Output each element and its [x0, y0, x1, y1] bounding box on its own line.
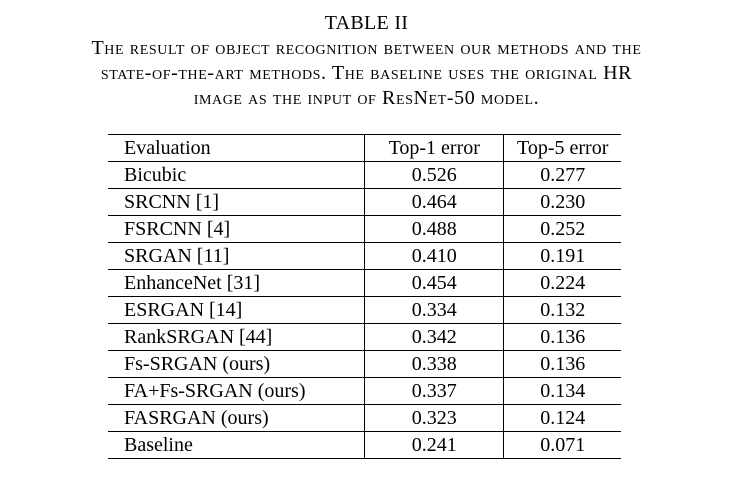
table-row: Baseline 0.241 0.071 — [108, 431, 621, 459]
method-cell: SRGAN [11] — [108, 242, 365, 270]
top1-cell: 0.454 — [364, 269, 504, 297]
top5-cell: 0.224 — [503, 269, 621, 297]
table-row: Fs-SRGAN (ours) 0.338 0.136 — [108, 350, 621, 378]
caption-line-1: The result of object recognition between… — [91, 37, 642, 59]
top1-cell: 0.338 — [364, 350, 504, 378]
top1-cell: 0.342 — [364, 323, 504, 351]
top5-cell: 0.252 — [503, 215, 621, 243]
table-row: ESRGAN [14] 0.334 0.132 — [108, 296, 621, 324]
method-cell: Bicubic — [108, 161, 365, 189]
top1-cell: 0.334 — [364, 296, 504, 324]
top1-cell: 0.337 — [364, 377, 504, 405]
table-row: FASRGAN (ours) 0.323 0.124 — [108, 404, 621, 432]
method-cell: RankSRGAN [44] — [108, 323, 365, 351]
top5-cell: 0.136 — [503, 350, 621, 378]
header-row: Evaluation Top-1 error Top-5 error — [108, 134, 621, 162]
method-cell: FASRGAN (ours) — [108, 404, 365, 432]
top5-cell: 0.132 — [503, 296, 621, 324]
top1-cell: 0.488 — [364, 215, 504, 243]
table-label: TABLE II — [324, 12, 409, 34]
header-top1-error: Top-1 error — [364, 134, 504, 162]
top5-cell: 0.136 — [503, 323, 621, 351]
top5-cell: 0.191 — [503, 242, 621, 270]
header-top5-error: Top-5 error — [503, 134, 621, 162]
method-cell: FA+Fs-SRGAN (ours) — [108, 377, 365, 405]
table-row: RankSRGAN [44] 0.342 0.136 — [108, 323, 621, 351]
method-cell: FSRCNN [4] — [108, 215, 365, 243]
table-row: EnhanceNet [31] 0.454 0.224 — [108, 269, 621, 297]
top1-best-cell: 0.323 — [364, 404, 504, 432]
method-cell: EnhanceNet [31] — [108, 269, 365, 297]
top5-best-cell: 0.124 — [503, 404, 621, 432]
top5-cell: 0.230 — [503, 188, 621, 216]
caption-line-2: state-of-the-art methods. The baseline u… — [100, 62, 633, 84]
method-cell: Baseline — [108, 431, 365, 459]
results-table: Evaluation Top-1 error Top-5 error Bicub… — [108, 134, 621, 459]
header-evaluation: Evaluation — [108, 134, 365, 162]
table-row: FSRCNN [4] 0.488 0.252 — [108, 215, 621, 243]
top5-cell: 0.277 — [503, 161, 621, 189]
method-cell: Fs-SRGAN (ours) — [108, 350, 365, 378]
top1-cell: 0.526 — [364, 161, 504, 189]
table-caption: TABLE II The result of object recognitio… — [0, 10, 733, 111]
top1-cell: 0.241 — [364, 431, 504, 459]
method-cell: ESRGAN [14] — [108, 296, 365, 324]
table-row: FA+Fs-SRGAN (ours) 0.337 0.134 — [108, 377, 621, 405]
method-cell: SRCNN [1] — [108, 188, 365, 216]
table-row: Bicubic 0.526 0.277 — [108, 161, 621, 189]
table-row: SRGAN [11] 0.410 0.191 — [108, 242, 621, 270]
top1-cell: 0.410 — [364, 242, 504, 270]
table-row: SRCNN [1] 0.464 0.230 — [108, 188, 621, 216]
caption-line-3: image as the input of ResNet-50 model. — [193, 87, 540, 109]
top1-cell: 0.464 — [364, 188, 504, 216]
top5-cell: 0.071 — [503, 431, 621, 459]
top5-cell: 0.134 — [503, 377, 621, 405]
